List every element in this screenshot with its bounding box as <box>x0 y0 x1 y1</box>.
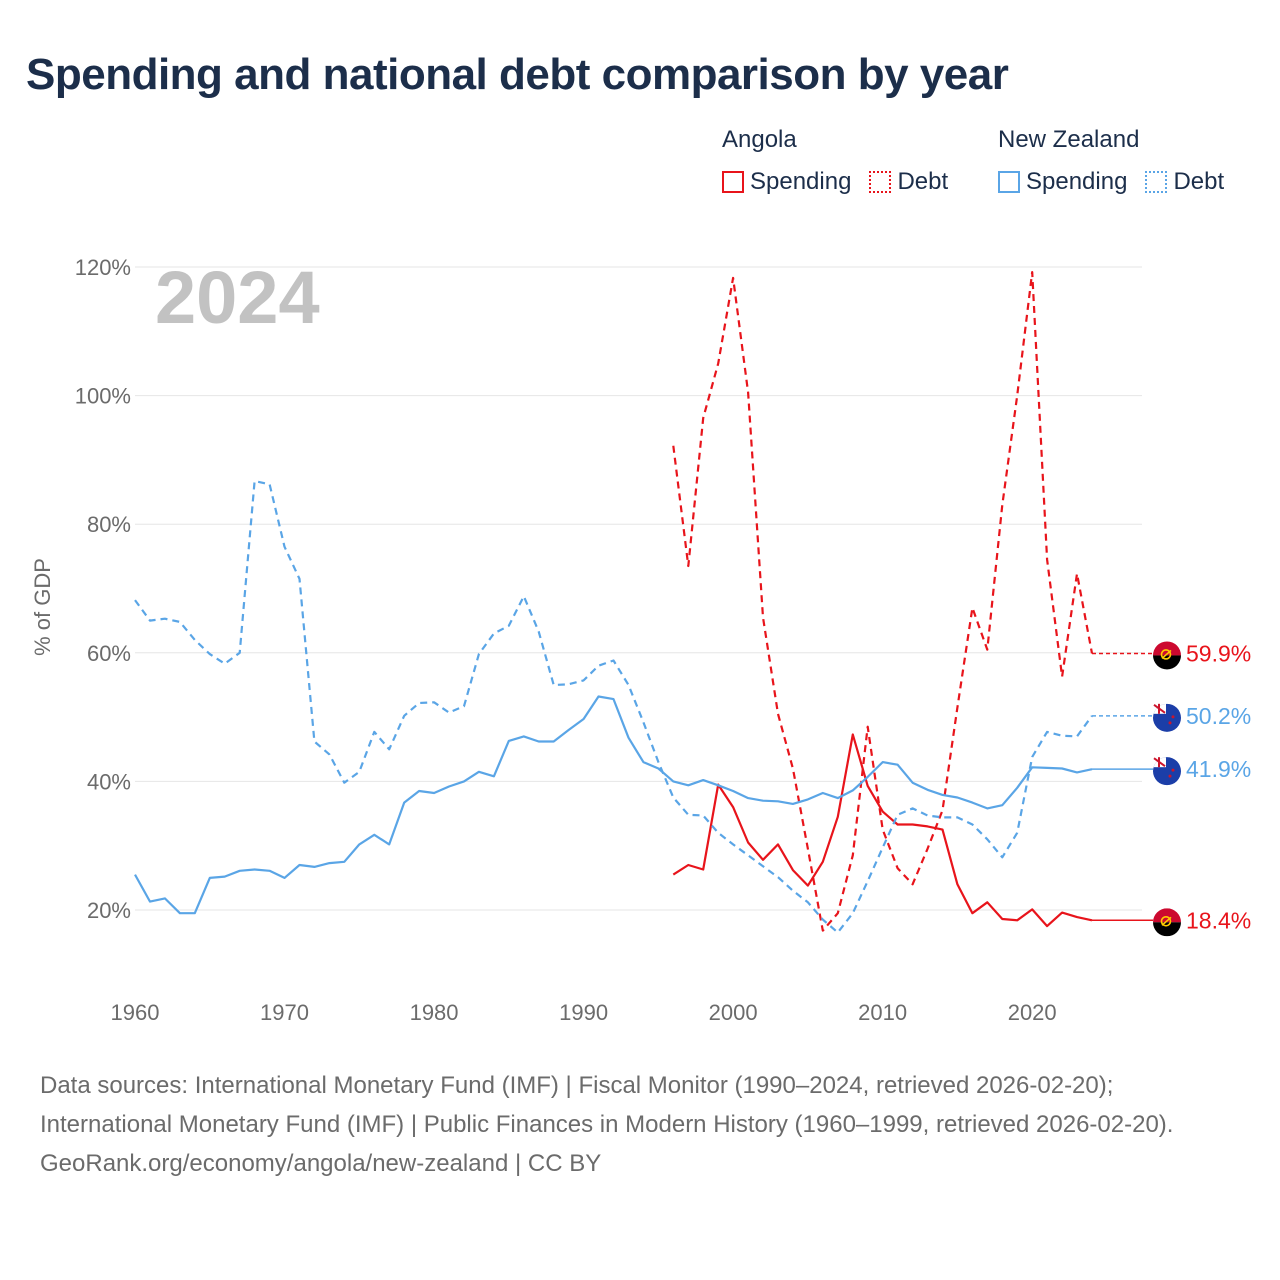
chart-title: Spending and national debt comparison by… <box>26 50 1009 99</box>
y-tick-label: 80% <box>87 512 131 537</box>
footer: Data sources: International Monetary Fun… <box>40 1066 1240 1183</box>
legend-label: Debt <box>1173 168 1225 195</box>
legend-item-angola-debt[interactable]: Debt <box>869 168 948 196</box>
x-tick-label: 1970 <box>260 1000 309 1025</box>
year-watermark: 2024 <box>155 256 320 339</box>
new-zealand-flag-icon <box>1153 757 1181 786</box>
legend-swatch-solid <box>998 171 1020 193</box>
end-value-label: 41.9% <box>1186 756 1251 782</box>
line-chart: 2024 % of GDP 20%40%60%80%100%120% 1960 1… <box>30 255 1251 1025</box>
end-value-label: 59.9% <box>1186 640 1251 666</box>
x-tick-label: 2000 <box>709 1000 758 1025</box>
x-tick-label: 1960 <box>111 1000 160 1025</box>
data-sources: Data sources: International Monetary Fun… <box>40 1072 1174 1138</box>
y-tick-label: 100% <box>75 384 131 409</box>
legend-group-title: New Zealand <box>998 126 1140 153</box>
angola-flag-icon <box>1153 908 1181 937</box>
legend-item-new-zealand-spending[interactable]: Spending <box>998 168 1127 196</box>
legend-swatch-dotted <box>1145 171 1168 193</box>
series-lines <box>134 271 1094 934</box>
legend-swatch-solid <box>722 171 744 193</box>
series-line-new-zealand-spending[interactable] <box>134 695 1093 915</box>
x-axis-ticks: 1960 1970 1980 1990 2000 2010 2020 <box>111 1000 1057 1025</box>
legend-group-title: Angola <box>722 126 797 153</box>
new-zealand-flag-icon <box>1153 703 1181 732</box>
legend-label: Spending <box>750 168 852 195</box>
x-tick-label: 2020 <box>1008 1000 1057 1025</box>
legend-swatch-dotted <box>869 171 892 193</box>
legend-item-new-zealand-debt[interactable]: Debt <box>1145 168 1224 196</box>
end-labels: 18.4% 59.9% 41.9% 50.2% <box>1092 640 1251 937</box>
credit: GeoRank.org/economy/angola/new-zealand |… <box>40 1150 602 1177</box>
y-tick-label: 120% <box>75 255 131 280</box>
gridlines <box>135 266 1142 911</box>
x-tick-label: 2010 <box>858 1000 907 1025</box>
angola-flag-icon <box>1153 641 1181 670</box>
y-tick-label: 20% <box>87 898 131 923</box>
legend-item-angola-spending[interactable]: Spending <box>722 168 851 196</box>
y-axis-label: % of GDP <box>30 558 55 656</box>
end-value-label: 18.4% <box>1186 907 1251 933</box>
series-line-angola-spending[interactable] <box>672 733 1093 928</box>
legend-label: Debt <box>897 168 949 195</box>
end-value-label: 50.2% <box>1186 703 1251 729</box>
x-tick-label: 1990 <box>559 1000 608 1025</box>
y-tick-label: 60% <box>87 641 131 666</box>
legend-group-angola: Angola Spending Debt <box>722 126 948 196</box>
legend-group-new-zealand: New Zealand Spending Debt <box>998 126 1224 196</box>
y-axis-ticks: 20% 40% 60% 80% 100% 120% <box>75 255 131 923</box>
series-line-angola-debt[interactable] <box>672 271 1094 932</box>
series-line-new-zealand-debt[interactable] <box>134 480 1093 934</box>
x-tick-label: 1980 <box>410 1000 459 1025</box>
legend-label: Spending <box>1026 168 1128 195</box>
y-tick-label: 40% <box>87 769 131 794</box>
